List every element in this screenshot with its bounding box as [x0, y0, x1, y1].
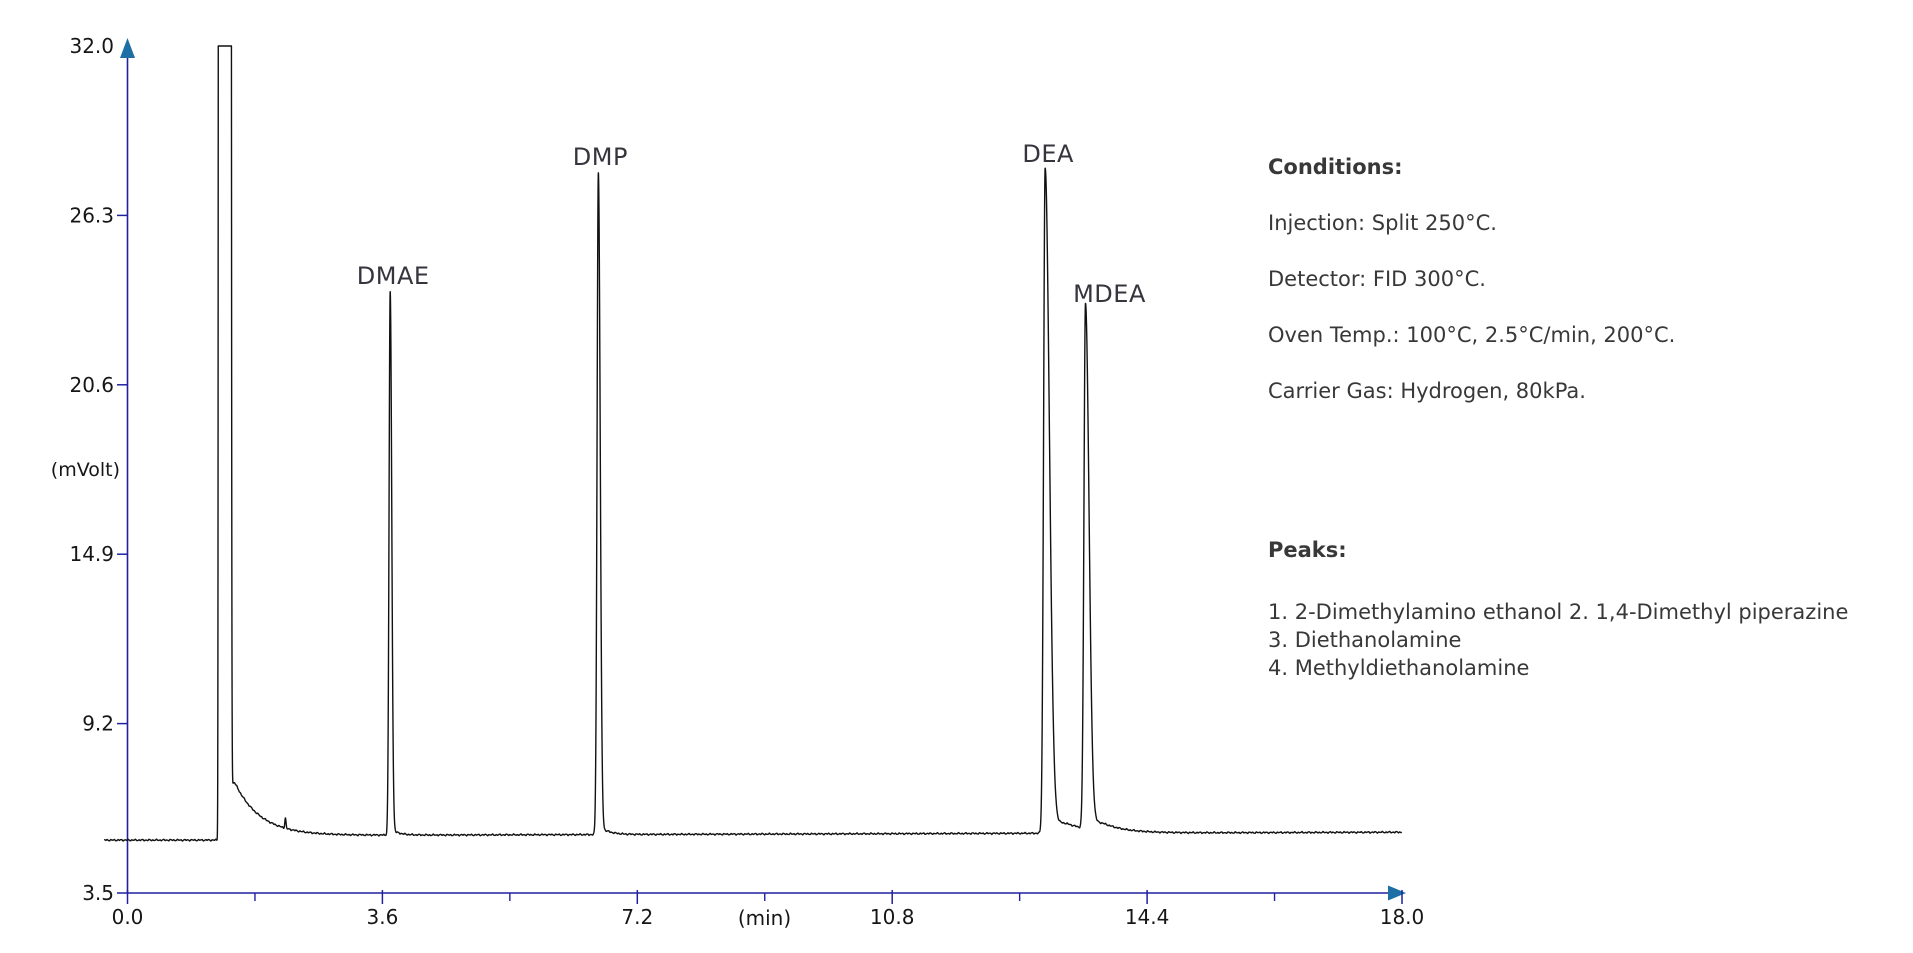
peak-label-dmae: DMAE [356, 261, 430, 290]
x-axis-unit-label: (min) [737, 906, 792, 930]
peaks-section: Peaks: 1. 2-Dimethylamino ethanol 2. 1,4… [1268, 538, 1913, 682]
peaks-legend-line: 1. 2-Dimethylamino ethanol 2. 1,4-Dimeth… [1268, 600, 1849, 624]
conditions-heading: Conditions: [1268, 155, 1403, 179]
chromatogram-trace [104, 45, 1403, 842]
tick-label: 14.9 [69, 542, 114, 566]
tick-label: 0.0 [112, 905, 144, 929]
peaks-heading: Peaks: [1268, 538, 1347, 562]
conditions-line: Carrier Gas: Hydrogen, 80kPa. [1268, 379, 1586, 403]
peak-label-mdea: MDEA [1073, 279, 1146, 308]
chromatogram-plot: 0.0 3.6 7.2 10.8 14.4 18.0 3.5 9.2 14.9 20.6 26.3 3… [69, 34, 1425, 929]
peak-label-dea: DEA [1022, 139, 1074, 168]
conditions-line: Injection: Split 250°C. [1268, 211, 1497, 235]
conditions-line: Oven Temp.: 100°C, 2.5°C/min, 200°C. [1268, 323, 1676, 347]
peaks-legend-lines: 1. 2-Dimethylamino ethanol 2. 1,4-Dimeth… [1268, 598, 1913, 682]
peaks-legend-line: 4. Methyldiethanolamine [1268, 656, 1530, 680]
tick-label: 3.5 [82, 881, 114, 905]
tick-label: 9.2 [82, 712, 114, 736]
peak-label-dmp: DMP [572, 142, 628, 171]
conditions-section: Conditions: Injection: Split 250°C. Detec… [1268, 155, 1913, 435]
x-axis-arrow [1388, 885, 1406, 901]
tick-label: 7.2 [621, 905, 653, 929]
tick-label: 10.8 [870, 905, 915, 929]
tick-label: 3.6 [366, 905, 398, 929]
tick-label: 32.0 [69, 34, 114, 58]
y-axis-arrow [120, 38, 135, 58]
tick-label: 18.0 [1380, 905, 1425, 929]
y-axis-unit-label: (mVolt) [50, 459, 120, 481]
conditions-line: Detector: FID 300°C. [1268, 267, 1486, 291]
tick-label: 20.6 [69, 373, 114, 397]
conditions-lines: Injection: Split 250°C. Detector: FID 300… [1268, 211, 1913, 404]
tick-label: 14.4 [1125, 905, 1170, 929]
peaks-legend-line: 3. Diethanolamine [1268, 628, 1462, 652]
tick-label: 26.3 [69, 203, 114, 227]
